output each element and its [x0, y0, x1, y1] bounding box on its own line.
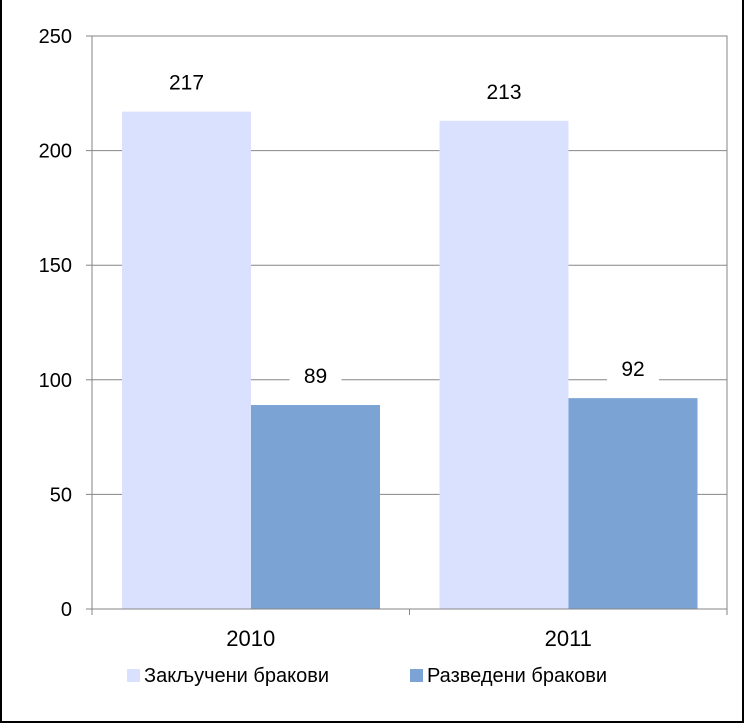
legend-label: Разведени бракови: [427, 665, 607, 687]
data-label: 92: [621, 358, 644, 381]
y-tick-label: 250: [39, 26, 72, 48]
data-label-bg: [478, 78, 530, 105]
bar-2010-1: [122, 111, 251, 610]
data-label-bg: [289, 363, 342, 390]
legend-swatch: [127, 669, 140, 682]
bar-2011-2: [568, 398, 698, 609]
legend-swatch: [410, 669, 423, 682]
y-tick-label: 100: [39, 370, 72, 392]
data-label-bg: [607, 356, 659, 383]
data-label: 217: [169, 72, 204, 95]
x-category-label: 2011: [545, 626, 592, 651]
data-label: 213: [486, 81, 521, 104]
y-tick-label: 0: [61, 599, 72, 621]
y-tick-label: 50: [50, 484, 72, 506]
bar-2010-2: [251, 405, 380, 609]
legend-label: Закључени бракови: [144, 665, 329, 687]
bar-2011-1: [439, 120, 569, 609]
data-label-bg: [160, 69, 213, 96]
x-category-label: 2010: [226, 626, 275, 651]
y-tick-label: 150: [39, 255, 72, 277]
data-label: 89: [304, 365, 327, 388]
y-tick-label: 200: [39, 141, 72, 163]
